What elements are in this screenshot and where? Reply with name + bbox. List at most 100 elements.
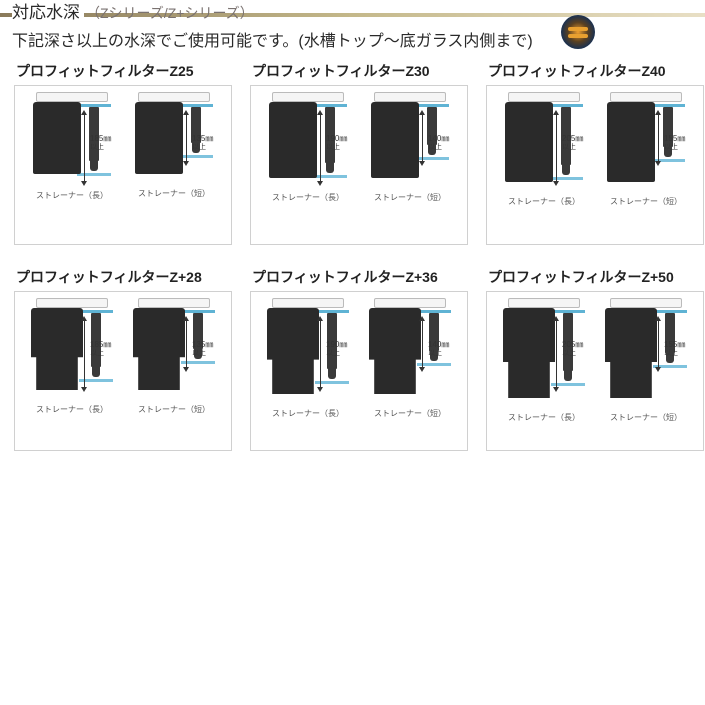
dimension-indicator (84, 114, 85, 182)
depth-suffix: 以上 (192, 349, 213, 358)
strainer-label-short: ストレーナー（短） (610, 412, 682, 423)
depth-suffix: 以上 (326, 143, 347, 152)
depth-suffix: 以上 (90, 143, 111, 152)
depth-value: 185㎜ (90, 134, 111, 143)
card-title: プロフィットフィルターZ30 (250, 59, 468, 85)
card-body: 205㎜以上ストレーナー（長）155㎜以上ストレーナー（短） (486, 85, 704, 245)
filter-shell-icon (33, 102, 81, 174)
depth-suffix: 以上 (562, 143, 583, 152)
card-title: プロフィットフィルターZ+50 (486, 265, 704, 291)
depth-suffix: 以上 (428, 143, 449, 152)
strainer-label-long: ストレーナー（長） (36, 190, 108, 201)
depth-value: 155㎜ (664, 340, 685, 349)
glass-bottom-icon (179, 155, 213, 158)
filter-unit-long: 185㎜以上ストレーナー（長） (20, 92, 124, 201)
dimension-arrow-icon (84, 114, 85, 182)
depth-value: 155㎜ (664, 134, 685, 143)
filter-shell-icon (369, 308, 421, 394)
product-card: プロフィットフィルターZ+28185㎜以上ストレーナー（長）135㎜以上ストレー… (14, 265, 232, 451)
strainer-label-long: ストレーナー（長） (508, 196, 580, 207)
tank-top-icon (508, 298, 580, 308)
filter-unit-short: 155㎜以上ストレーナー（短） (594, 92, 698, 207)
depth-label: 140㎜以上 (428, 340, 449, 358)
description-text: 下記深さ以上の水深でご使用可能です。(水槽トップ～底ガラス内側まで) (12, 27, 533, 51)
card-body: 190㎜以上ストレーナー（長）140㎜以上ストレーナー（短） (250, 85, 468, 245)
product-grid: プロフィットフィルターZ25185㎜以上ストレーナー（長）135㎜以上ストレーナ… (0, 59, 705, 451)
filter-shell-icon (133, 308, 185, 390)
depth-value: 140㎜ (428, 134, 449, 143)
card-body: 190㎜以上ストレーナー（長） 140㎜以上ストレーナー（短） (250, 291, 468, 451)
tank-top-icon (610, 298, 682, 308)
depth-suffix: 以上 (664, 143, 685, 152)
depth-value: 135㎜ (192, 134, 213, 143)
dimension-arrow-icon (320, 114, 321, 182)
depth-suffix: 以上 (326, 349, 347, 358)
filter-unit-short: 135㎜以上ストレーナー（短） (122, 92, 226, 199)
depth-label: 185㎜以上 (90, 134, 111, 152)
filter-unit-short: 140㎜以上ストレーナー（短） (358, 92, 462, 203)
depth-label: 135㎜以上 (192, 340, 213, 358)
dimension-indicator (186, 320, 187, 368)
depth-suffix: 以上 (192, 143, 213, 152)
filter-shell-icon (135, 102, 183, 174)
filter-unit-long: 185㎜以上ストレーナー（長） (20, 298, 124, 415)
card-body: 185㎜以上ストレーナー（長）135㎜以上ストレーナー（短） (14, 291, 232, 451)
dimension-arrow-icon (422, 114, 423, 162)
tank-top-icon (138, 298, 210, 308)
depth-value: 135㎜ (192, 340, 213, 349)
glass-bottom-icon (415, 157, 449, 160)
dimension-indicator (658, 320, 659, 368)
depth-suffix: 以上 (90, 349, 111, 358)
filter-shell-icon (607, 102, 655, 182)
card-title: プロフィットフィルターZ+28 (14, 265, 232, 291)
filter-unit-long: 190㎜以上ストレーナー（長） (256, 298, 360, 419)
section-title: 対応水深 (12, 0, 84, 23)
depth-label: 140㎜以上 (428, 134, 449, 152)
dimension-arrow-icon (658, 114, 659, 162)
strainer-label-long: ストレーナー（長） (272, 408, 344, 419)
strainer-label-short: ストレーナー（短） (374, 408, 446, 419)
dimension-arrow-icon (84, 320, 85, 388)
strainer-label-short: ストレーナー（短） (138, 404, 210, 415)
strainer-label-short: ストレーナー（短） (138, 188, 210, 199)
product-card: プロフィットフィルターZ40205㎜以上ストレーナー（長）155㎜以上ストレーナ… (486, 59, 704, 245)
tank-top-icon (374, 298, 446, 308)
dimension-indicator (556, 114, 557, 182)
strainer-label-short: ストレーナー（短） (610, 196, 682, 207)
filter-shell-icon (605, 308, 657, 398)
card-body: 185㎜以上ストレーナー（長）135㎜以上ストレーナー（短） (14, 85, 232, 245)
depth-value: 140㎜ (428, 340, 449, 349)
glass-bottom-icon (77, 173, 111, 176)
card-title: プロフィットフィルターZ+36 (250, 265, 468, 291)
depth-label: 185㎜以上 (90, 340, 111, 358)
dimension-arrow-icon (186, 114, 187, 162)
strainer-label-short: ストレーナー（短） (374, 192, 446, 203)
depth-value: 205㎜ (562, 134, 583, 143)
depth-label: 155㎜以上 (664, 134, 685, 152)
card-title: プロフィットフィルターZ25 (14, 59, 232, 85)
tank-top-icon (272, 298, 344, 308)
dimension-arrow-icon (422, 320, 423, 368)
tank-top-icon (610, 92, 682, 102)
strainer-label-long: ストレーナー（長） (36, 404, 108, 415)
depth-suffix: 以上 (562, 349, 583, 358)
filter-shell-icon (269, 102, 317, 178)
depth-label: 205㎜以上 (562, 340, 583, 358)
card-body: 205㎜以上ストレーナー（長）155㎜以上ストレーナー（短） (486, 291, 704, 451)
card-title: プロフィットフィルターZ40 (486, 59, 704, 85)
dimension-indicator (422, 320, 423, 368)
depth-label: 190㎜以上 (326, 134, 347, 152)
depth-value: 205㎜ (562, 340, 583, 349)
depth-suffix: 以上 (664, 349, 685, 358)
tank-top-icon (36, 298, 108, 308)
dimension-arrow-icon (320, 320, 321, 388)
product-card: プロフィットフィルターZ+36 190㎜以上ストレーナー（長） 140㎜以上ストレー… (250, 265, 468, 451)
dimension-indicator (84, 320, 85, 388)
product-card: プロフィットフィルターZ30190㎜以上ストレーナー（長）140㎜以上ストレーナ… (250, 59, 468, 245)
dimension-indicator (658, 114, 659, 162)
depth-value: 185㎜ (90, 340, 111, 349)
depth-value: 190㎜ (326, 340, 347, 349)
tank-top-icon (36, 92, 108, 102)
tank-top-icon (272, 92, 344, 102)
product-card: プロフィットフィルターZ25185㎜以上ストレーナー（長）135㎜以上ストレーナ… (14, 59, 232, 245)
